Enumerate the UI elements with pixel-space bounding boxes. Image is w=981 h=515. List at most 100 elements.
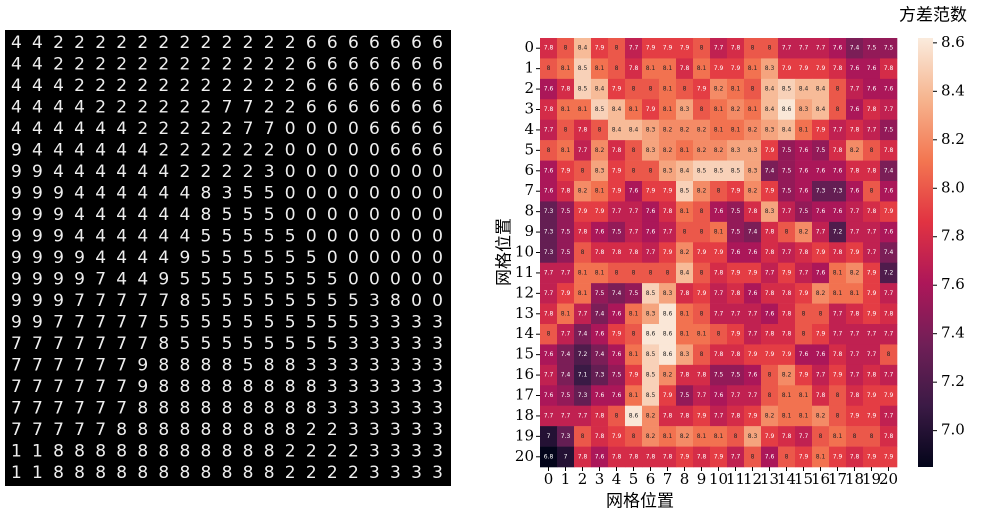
cell-label: 8.1	[680, 208, 690, 215]
cell-label: 7.8	[612, 147, 622, 154]
cell-label: 8	[785, 229, 789, 236]
cell-label: 7.8	[697, 453, 707, 460]
cell-label: 7.2	[833, 229, 843, 236]
cell-label: 8.4	[799, 86, 809, 93]
cell-label: 7.5	[884, 45, 894, 52]
cell-label: 7.8	[578, 229, 588, 236]
cell-label: 8	[581, 433, 585, 440]
cell-label: 7.7	[867, 126, 877, 133]
cell-label: 7.7	[612, 208, 622, 215]
cell-label: 7.6	[765, 310, 775, 317]
cell-label: 7.4	[748, 229, 758, 236]
cell-label: 7.8	[833, 351, 843, 358]
cell-label: 8.4	[612, 106, 622, 113]
y-tick-label: 19	[515, 426, 534, 444]
cell-label: 7.7	[850, 351, 860, 358]
cell-label: 8.2	[782, 372, 792, 379]
y-tick-label: 0	[524, 38, 534, 56]
cell-label: 7.9	[680, 453, 690, 460]
cell-label: 8	[768, 372, 772, 379]
x-tick-label: 20	[879, 470, 898, 488]
cell-label: 7.9	[833, 453, 843, 460]
cell-label: 8.2	[578, 188, 588, 195]
cell-label: 7.6	[833, 45, 843, 52]
cell-label: 7.6	[612, 310, 622, 317]
cell-label: 7.9	[799, 372, 809, 379]
cell-label: 7.6	[884, 188, 894, 195]
cell-label: 7.8	[850, 126, 860, 133]
cell-label: 7.7	[867, 249, 877, 256]
cell-label: 8	[581, 249, 585, 256]
cell-label: 7.9	[850, 249, 860, 256]
y-tick-label: 7	[524, 181, 534, 199]
cell-label: 7.7	[578, 412, 588, 419]
cell-label: 7.5	[595, 290, 605, 297]
cell-label: 7.7	[561, 269, 571, 276]
cell-label: 7.9	[663, 188, 673, 195]
cell-label: 7.7	[629, 45, 639, 52]
x-axis-label: 网格位置	[606, 492, 674, 512]
cell-label: 8.1	[833, 433, 843, 440]
cell-label: 8.4	[680, 269, 690, 276]
cell-label: 8.5	[731, 167, 741, 174]
cell-label: 7.6	[867, 86, 877, 93]
y-tick-label: 14	[515, 324, 534, 342]
cell-label: 8.2	[646, 433, 656, 440]
y-tick-label: 18	[515, 406, 534, 424]
cell-label: 7.7	[782, 45, 792, 52]
cell-label: 8.3	[731, 147, 741, 154]
cell-label: 7.9	[663, 45, 673, 52]
cell-label: 7.7	[544, 269, 554, 276]
cell-label: 8	[887, 351, 891, 358]
cell-label: 8.2	[595, 147, 605, 154]
cell-label: 8.6	[629, 412, 639, 419]
cell-label: 7.4	[578, 331, 588, 338]
cell-label: 8	[547, 331, 551, 338]
cell-label: 8.4	[578, 45, 588, 52]
cell-label: 7.6	[748, 372, 758, 379]
y-tick-label: 8	[524, 202, 534, 220]
cell-label: 8.4	[765, 86, 775, 93]
y-tick-label: 15	[515, 345, 534, 363]
cell-label: 8.6	[663, 310, 673, 317]
cell-label: 8.1	[697, 433, 707, 440]
cell-label: 7.6	[816, 351, 826, 358]
cell-label: 7.9	[612, 86, 622, 93]
cell-label: 8.1	[663, 433, 673, 440]
cell-label: 8.3	[646, 126, 656, 133]
cell-label: 7.9	[782, 351, 792, 358]
cell-label: 7.9	[867, 269, 877, 276]
digit-row: 118888888888822223333	[11, 442, 443, 462]
cell-label: 7.9	[816, 126, 826, 133]
cell-label: 7.5	[561, 392, 571, 399]
cell-label: 7.8	[697, 372, 707, 379]
cell-label: 7.9	[646, 45, 656, 52]
cell-label: 8.2	[697, 147, 707, 154]
cell-label: 7.6	[850, 106, 860, 113]
cell-label: 7.7	[629, 208, 639, 215]
cell-label: 7.9	[646, 188, 656, 195]
cell-label: 8	[836, 86, 840, 93]
cell-label: 7.9	[884, 453, 894, 460]
x-tick-label: 5	[629, 470, 639, 488]
cell-label: 7.5	[680, 392, 690, 399]
cell-label: 7.6	[816, 208, 826, 215]
cell-label: 7.8	[595, 412, 605, 419]
cell-label: 7.6	[646, 229, 656, 236]
cell-label: 8	[819, 433, 823, 440]
cell-label: 8.6	[663, 351, 673, 358]
cell-label: 8.1	[799, 126, 809, 133]
cell-label: 7	[564, 453, 568, 460]
cell-label: 7.9	[595, 208, 605, 215]
cell-label: 7.5	[561, 229, 571, 236]
cell-label: 8	[836, 106, 840, 113]
cell-label: 8.1	[561, 147, 571, 154]
cell-label: 7.7	[561, 412, 571, 419]
cell-label: 7.4	[850, 45, 860, 52]
x-tick-label: 0	[544, 470, 554, 488]
cell-label: 7.7	[799, 433, 809, 440]
cell-label: 7.8	[782, 433, 792, 440]
cell-label: 8.3	[646, 147, 656, 154]
cell-label: 8.2	[765, 412, 775, 419]
cell-label: 8.4	[595, 86, 605, 93]
